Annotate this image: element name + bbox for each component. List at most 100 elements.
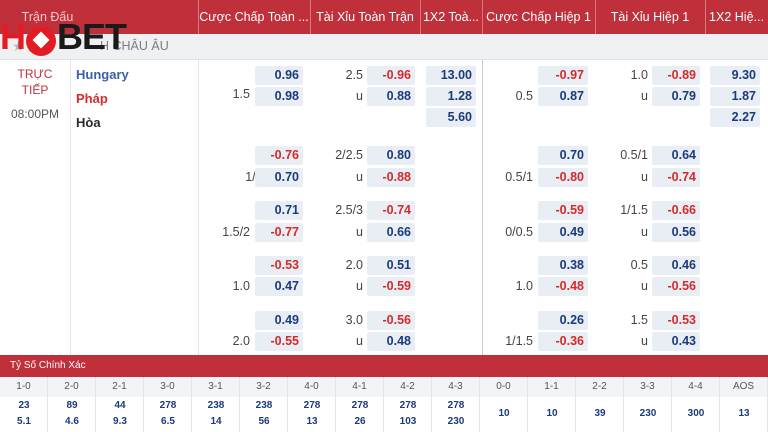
odd-button[interactable]: 0.38 xyxy=(538,256,588,275)
score-odd[interactable]: 278 xyxy=(351,400,369,411)
score-odd[interactable]: 39 xyxy=(594,408,606,419)
star-icon[interactable]: ★ xyxy=(12,38,25,54)
score-odd[interactable]: 238 xyxy=(255,400,273,411)
score-odd[interactable]: 23 xyxy=(18,400,30,411)
odd-button[interactable]: 0.56 xyxy=(652,223,700,242)
odd-button[interactable]: -0.80 xyxy=(538,168,588,187)
col-ft-overunder[interactable]: Tài Xỉu Toàn Trận xyxy=(316,10,414,24)
col-h1-handicap[interactable]: Cược Chấp Hiệp 1 xyxy=(486,10,591,24)
odd-button[interactable]: 5.60 xyxy=(426,108,476,127)
odd-button[interactable]: 9.30 xyxy=(710,66,760,85)
score-odd[interactable]: 10 xyxy=(546,408,558,419)
score-cell[interactable] xyxy=(0,397,48,432)
odd-button[interactable]: -0.74 xyxy=(652,168,700,187)
score-cell[interactable] xyxy=(528,397,576,432)
odd-button[interactable]: -0.48 xyxy=(538,277,588,296)
odd-button[interactable]: 0.46 xyxy=(652,256,700,275)
score-cell[interactable] xyxy=(336,397,384,432)
score-cell[interactable] xyxy=(432,397,480,432)
odd-button[interactable]: -0.55 xyxy=(255,332,303,351)
score-odd[interactable]: 89 xyxy=(66,400,78,411)
odd-button[interactable]: 0.26 xyxy=(538,311,588,330)
score-odd[interactable]: 238 xyxy=(207,400,225,411)
odd-button[interactable]: 0.64 xyxy=(652,146,700,165)
odd-button[interactable]: 0.48 xyxy=(367,332,415,351)
score-odd[interactable]: 300 xyxy=(687,408,705,419)
score-cell[interactable] xyxy=(48,397,96,432)
odd-button[interactable]: -0.36 xyxy=(538,332,588,351)
score-odd[interactable]: 10 xyxy=(498,408,510,419)
odd-button[interactable]: 1.28 xyxy=(426,87,476,106)
score-cell[interactable] xyxy=(624,397,672,432)
odd-button[interactable]: 13.00 xyxy=(426,66,476,85)
score-odd[interactable]: 230 xyxy=(639,408,657,419)
col-ft-handicap[interactable]: Cược Chấp Toàn ... xyxy=(199,10,309,24)
odd-button[interactable]: 0.49 xyxy=(255,311,303,330)
odd-button[interactable]: -0.59 xyxy=(367,277,415,296)
odd-button[interactable]: -0.77 xyxy=(255,223,303,242)
score-odd[interactable]: 4.6 xyxy=(65,416,79,427)
odd-button[interactable]: 0.87 xyxy=(538,87,588,106)
odd-button[interactable]: -0.96 xyxy=(367,66,415,85)
odd-button[interactable]: -0.59 xyxy=(538,201,588,220)
odd-button[interactable]: 2.27 xyxy=(710,108,760,127)
score-odd[interactable]: 230 xyxy=(447,416,465,427)
odd-button[interactable]: -0.53 xyxy=(255,256,303,275)
odd-button[interactable]: -0.66 xyxy=(652,201,700,220)
score-cell[interactable] xyxy=(144,397,192,432)
odd-button[interactable]: 0.71 xyxy=(255,201,303,220)
odd-button[interactable]: -0.74 xyxy=(367,201,415,220)
score-cell[interactable] xyxy=(480,397,528,432)
ft-handicap-line: 1.5/2 xyxy=(222,225,250,239)
score-odd[interactable]: 13 xyxy=(738,408,750,419)
score-odd[interactable]: 278 xyxy=(447,400,465,411)
odd-button[interactable]: 0.80 xyxy=(367,146,415,165)
odd-button[interactable]: 0.66 xyxy=(367,223,415,242)
odd-button[interactable]: 0.98 xyxy=(255,87,303,106)
odd-button[interactable]: 1.87 xyxy=(710,87,760,106)
odd-button[interactable]: 0.43 xyxy=(652,332,700,351)
ft-handicap-line: 1.0 xyxy=(232,279,250,293)
league-row[interactable]: ★ H CHÂU ÂU xyxy=(0,34,768,60)
odd-button[interactable]: 0.70 xyxy=(255,168,303,187)
score-odd[interactable]: 9.3 xyxy=(113,416,127,427)
odd-button[interactable]: -0.56 xyxy=(367,311,415,330)
odd-button[interactable]: -0.56 xyxy=(652,277,700,296)
score-cell[interactable] xyxy=(672,397,720,432)
odd-button[interactable]: -0.97 xyxy=(538,66,588,85)
score-odd[interactable]: 26 xyxy=(354,416,366,427)
score-cell[interactable] xyxy=(240,397,288,432)
score-odd[interactable]: 44 xyxy=(114,400,126,411)
score-cell[interactable] xyxy=(96,397,144,432)
team-away[interactable]: Pháp xyxy=(76,91,108,106)
score-odd[interactable]: 278 xyxy=(399,400,417,411)
score-odd[interactable]: 5.1 xyxy=(17,416,31,427)
score-odd[interactable]: 13 xyxy=(306,416,318,427)
odd-button[interactable]: 0.47 xyxy=(255,277,303,296)
odd-button[interactable]: -0.53 xyxy=(652,311,700,330)
odd-button[interactable]: 0.51 xyxy=(367,256,415,275)
odd-button[interactable]: 0.49 xyxy=(538,223,588,242)
score-odd[interactable]: 278 xyxy=(159,400,177,411)
score-odd[interactable]: 103 xyxy=(399,416,417,427)
score-cell[interactable] xyxy=(576,397,624,432)
score-odd[interactable]: 14 xyxy=(210,416,222,427)
odd-button[interactable]: 0.96 xyxy=(255,66,303,85)
odd-button[interactable]: 0.88 xyxy=(367,87,415,106)
col-ft-1x2[interactable]: 1X2 Toà... xyxy=(422,10,480,24)
odd-button[interactable]: 0.70 xyxy=(538,146,588,165)
score-odd[interactable]: 6.5 xyxy=(161,416,175,427)
col-h1-overunder[interactable]: Tài Xỉu Hiệp 1 xyxy=(610,10,690,24)
score-odd[interactable]: 278 xyxy=(303,400,321,411)
score-cell[interactable] xyxy=(384,397,432,432)
score-cell[interactable] xyxy=(192,397,240,432)
team-home[interactable]: Hungary xyxy=(76,67,129,82)
score-odd[interactable]: 56 xyxy=(258,416,270,427)
odd-button[interactable]: 0.79 xyxy=(652,87,700,106)
odd-button[interactable]: -0.88 xyxy=(367,168,415,187)
odd-button[interactable]: -0.76 xyxy=(255,146,303,165)
score-cell[interactable] xyxy=(288,397,336,432)
odd-button[interactable]: -0.89 xyxy=(652,66,700,85)
score-label: 3-2 xyxy=(240,377,288,397)
col-h1-1x2[interactable]: 1X2 Hiệ... xyxy=(709,10,764,24)
